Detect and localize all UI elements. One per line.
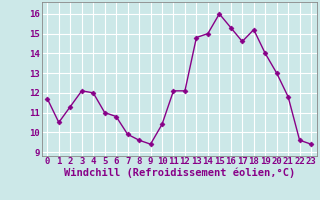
X-axis label: Windchill (Refroidissement éolien,°C): Windchill (Refroidissement éolien,°C) — [64, 168, 295, 178]
